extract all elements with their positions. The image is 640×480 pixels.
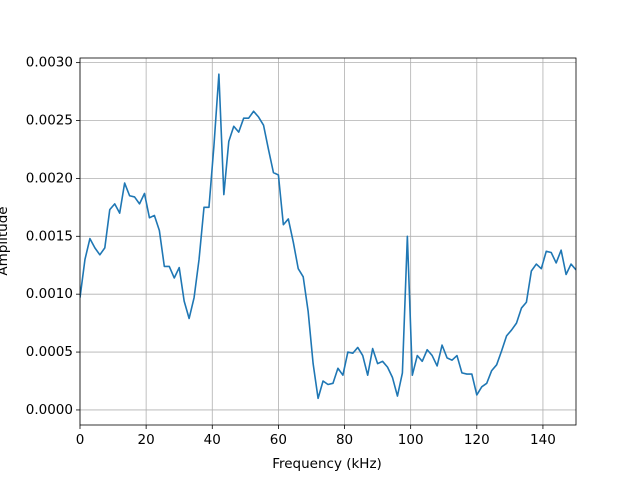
x-tick-label: 140 bbox=[530, 432, 556, 448]
x-tick-label: 40 bbox=[204, 432, 221, 448]
x-tick-label: 60 bbox=[270, 432, 287, 448]
plot-frame bbox=[79, 57, 577, 426]
data-line bbox=[80, 73, 576, 400]
x-tick-label: 80 bbox=[336, 432, 353, 448]
y-tick-label: 0.0010 bbox=[26, 286, 73, 302]
y-axis-label: Amplitude bbox=[0, 206, 11, 275]
x-tick-label: 100 bbox=[398, 432, 424, 448]
y-tick-label: 0.0030 bbox=[26, 55, 73, 71]
x-tick-label: 0 bbox=[76, 432, 85, 448]
y-tick-label: 0.0025 bbox=[26, 113, 73, 129]
y-tick-label: 0.0015 bbox=[26, 228, 73, 244]
y-tick-label: 0.0000 bbox=[26, 402, 73, 418]
y-tick-label: 0.0005 bbox=[26, 344, 73, 360]
x-tick-label: 20 bbox=[138, 432, 155, 448]
y-tick-label: 0.0020 bbox=[26, 170, 73, 186]
x-tick-label: 120 bbox=[464, 432, 490, 448]
x-axis-label: Frequency (kHz) bbox=[272, 456, 382, 472]
